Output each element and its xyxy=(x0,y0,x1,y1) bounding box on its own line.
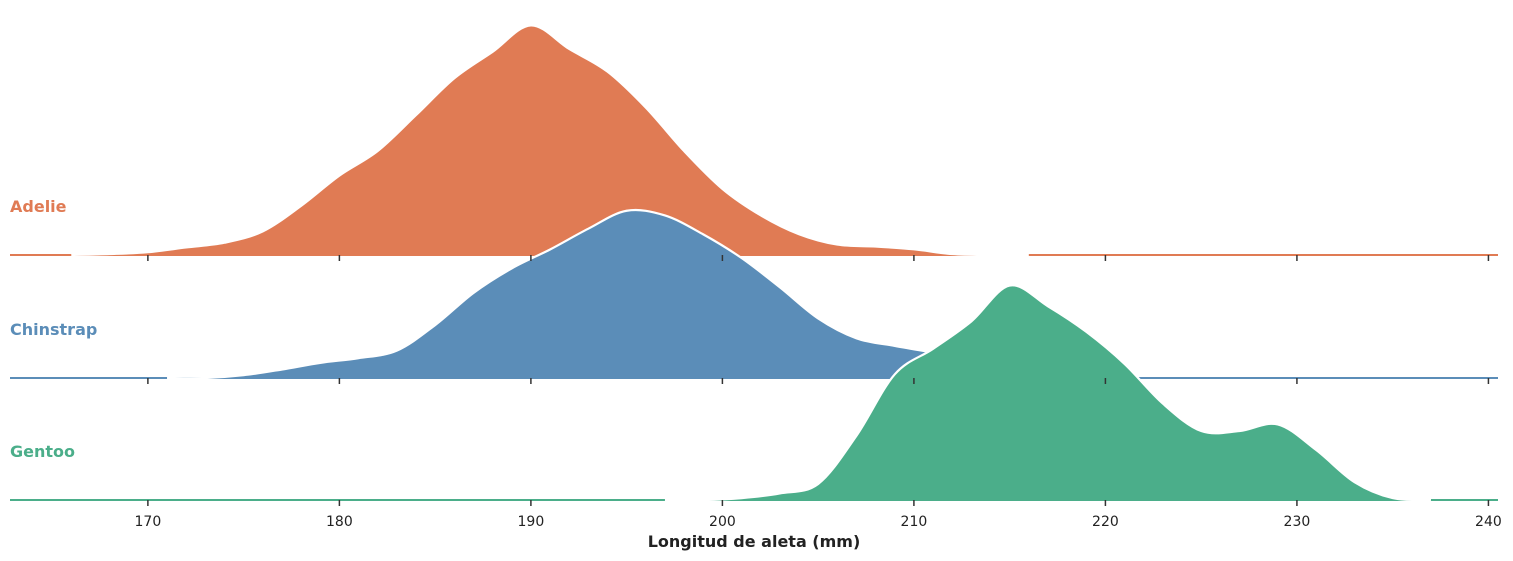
x-tick-label-190: 190 xyxy=(518,514,545,530)
label-adelie: Adelie xyxy=(10,197,67,216)
x-tick-label-170: 170 xyxy=(135,514,162,530)
x-tick-label-220: 220 xyxy=(1092,514,1119,530)
x-axis-label: Longitud de aleta (mm) xyxy=(648,532,861,551)
x-tick-label-200: 200 xyxy=(709,514,736,530)
ridges-layer xyxy=(10,24,1498,502)
x-tick-label-210: 210 xyxy=(901,514,928,530)
x-ticks-layer: 170 180 190 200 210 220 230 240 xyxy=(135,255,1502,530)
label-chinstrap: Chinstrap xyxy=(10,320,97,339)
x-tick-label-230: 230 xyxy=(1284,514,1311,530)
density-area-adelie xyxy=(71,25,1029,256)
x-tick-label-180: 180 xyxy=(326,514,353,530)
density-outline-adelie xyxy=(71,24,1029,257)
density-outline-chinstrap xyxy=(167,208,934,380)
x-tick-label-240: 240 xyxy=(1475,514,1502,530)
label-gentoo: Gentoo xyxy=(10,442,75,461)
density-outline-gentoo xyxy=(664,284,1432,502)
species-labels-layer: Adelie Chinstrap Gentoo xyxy=(10,197,97,461)
density-area-chinstrap xyxy=(167,209,934,379)
density-area-gentoo xyxy=(664,285,1431,501)
